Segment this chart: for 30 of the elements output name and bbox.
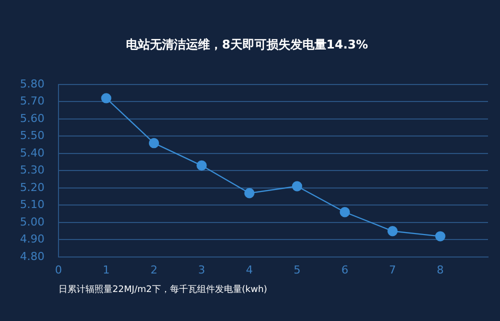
point <box>101 93 112 104</box>
y-tick-label: 5.50 <box>20 129 44 142</box>
point <box>340 207 350 218</box>
x-tick-label: 7 <box>389 263 396 276</box>
x-tick-label: 8 <box>436 263 444 276</box>
y-tick-label: 5.20 <box>20 180 44 194</box>
x-axis-title: 日累计辐照量22MJ/m2下，每千瓦组件发电量(kwh) <box>58 284 268 295</box>
x-tick-label: 1 <box>102 263 110 276</box>
chart-title: 电站无清洁运维，8天即可损失发电量14.3% <box>126 37 368 52</box>
point <box>435 231 446 242</box>
point <box>196 160 207 171</box>
x-tick-label: 2 <box>150 263 158 276</box>
y-tick-label: 4.90 <box>20 232 44 246</box>
y-tick-label: 5.30 <box>20 164 44 177</box>
y-tick-label: 5.40 <box>20 146 44 160</box>
y-tick-label: 5.70 <box>20 94 44 108</box>
y-tick-label: 5.00 <box>20 215 44 228</box>
x-tick-label: 6 <box>341 263 348 276</box>
y-tick-label: 5.60 <box>20 112 44 125</box>
point <box>148 138 160 148</box>
point <box>244 188 254 198</box>
point <box>292 181 302 192</box>
y-tick-label: 5.10 <box>20 198 44 212</box>
x-tick-label: 0 <box>54 263 62 276</box>
point <box>387 226 398 236</box>
y-tick-label: 5.80 <box>20 77 44 90</box>
y-tick-label: 4.80 <box>20 250 44 263</box>
x-tick-label: 4 <box>246 263 253 276</box>
x-tick-label: 3 <box>198 263 206 276</box>
x-tick-label: 5 <box>294 263 301 276</box>
